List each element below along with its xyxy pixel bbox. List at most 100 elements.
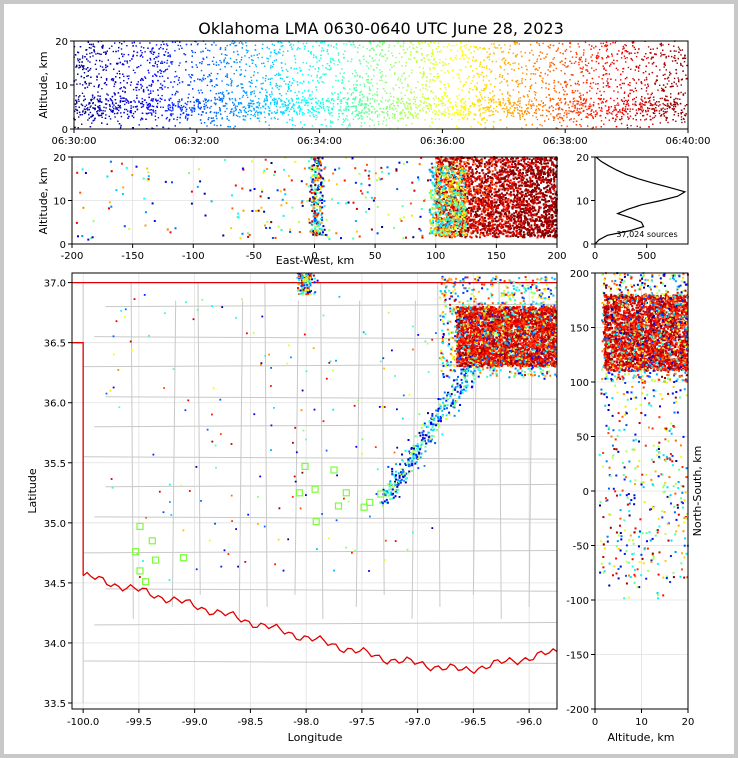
source-point	[445, 88, 447, 91]
source-point	[465, 47, 467, 49]
source-point	[473, 75, 475, 77]
source-point	[328, 112, 330, 114]
source-point	[488, 53, 491, 56]
source-point	[258, 103, 260, 105]
source-point	[213, 111, 215, 114]
source-point	[521, 106, 523, 109]
source-point	[595, 56, 598, 59]
source-point	[635, 89, 637, 92]
source-point	[634, 87, 637, 89]
source-point	[331, 98, 334, 100]
source-point	[425, 112, 428, 114]
source-point	[614, 79, 617, 81]
source-point	[379, 69, 381, 71]
source-point	[556, 103, 558, 105]
source-point	[458, 76, 460, 79]
source-point	[120, 115, 123, 118]
source-point	[484, 111, 486, 113]
source-point	[571, 111, 573, 113]
source-point	[308, 89, 310, 91]
source-point	[458, 118, 460, 121]
source-point	[499, 119, 502, 121]
source-point	[330, 125, 332, 127]
source-point	[77, 58, 79, 60]
source-point	[347, 108, 349, 111]
source-point	[635, 96, 637, 99]
source-point	[345, 118, 347, 120]
source-point	[632, 42, 634, 44]
source-point	[659, 43, 661, 45]
source-point	[624, 108, 627, 110]
source-point	[557, 47, 559, 49]
source-point	[224, 57, 227, 59]
source-point	[416, 107, 418, 109]
source-point	[419, 104, 421, 106]
source-point	[421, 108, 424, 110]
source-point	[197, 99, 200, 101]
source-point	[133, 100, 135, 102]
source-point	[292, 105, 294, 107]
source-point	[488, 58, 491, 61]
source-point	[444, 115, 446, 117]
source-point	[136, 83, 138, 85]
source-point	[258, 111, 260, 113]
source-point	[559, 99, 561, 101]
source-point	[171, 102, 173, 104]
source-point	[410, 51, 412, 53]
source-point	[504, 63, 507, 66]
source-point	[316, 61, 318, 63]
source-point	[200, 89, 202, 91]
source-point	[279, 41, 281, 43]
source-point	[655, 109, 658, 112]
source-point	[435, 111, 438, 113]
source-point	[475, 47, 477, 49]
source-point	[641, 58, 643, 60]
source-point	[312, 107, 314, 109]
source-point	[603, 68, 605, 70]
source-point	[462, 114, 465, 116]
source-point	[664, 64, 666, 66]
source-point	[410, 72, 413, 74]
source-point	[405, 124, 408, 126]
source-point	[484, 106, 487, 109]
source-point	[101, 46, 103, 48]
source-point	[168, 120, 170, 122]
source-point	[86, 53, 88, 55]
source-point	[399, 80, 401, 82]
source-point	[622, 48, 624, 50]
source-point	[337, 118, 339, 121]
source-point	[317, 66, 320, 69]
source-point	[221, 101, 223, 103]
source-point	[532, 115, 534, 117]
source-point	[215, 102, 217, 105]
source-point	[397, 98, 399, 101]
source-point	[572, 74, 574, 76]
source-point	[442, 61, 444, 63]
source-point	[540, 100, 543, 102]
source-point	[444, 62, 446, 65]
source-point	[458, 78, 461, 80]
source-point	[496, 47, 499, 49]
source-point	[81, 92, 84, 94]
source-point	[297, 98, 299, 100]
source-point	[291, 100, 294, 102]
source-point	[281, 112, 284, 114]
source-point	[518, 100, 520, 102]
source-point	[227, 125, 229, 128]
source-point	[442, 104, 444, 107]
source-point	[274, 74, 276, 77]
source-point	[440, 100, 442, 102]
source-point	[381, 122, 384, 125]
source-point	[200, 106, 202, 109]
source-point	[360, 104, 363, 106]
source-point	[257, 114, 259, 116]
source-point	[603, 98, 605, 100]
source-point	[476, 82, 479, 84]
source-point	[488, 56, 490, 58]
source-point	[673, 45, 675, 47]
source-point	[231, 111, 233, 113]
source-point	[627, 51, 629, 53]
source-point	[197, 89, 200, 92]
source-point	[113, 92, 115, 94]
source-point	[585, 69, 587, 71]
